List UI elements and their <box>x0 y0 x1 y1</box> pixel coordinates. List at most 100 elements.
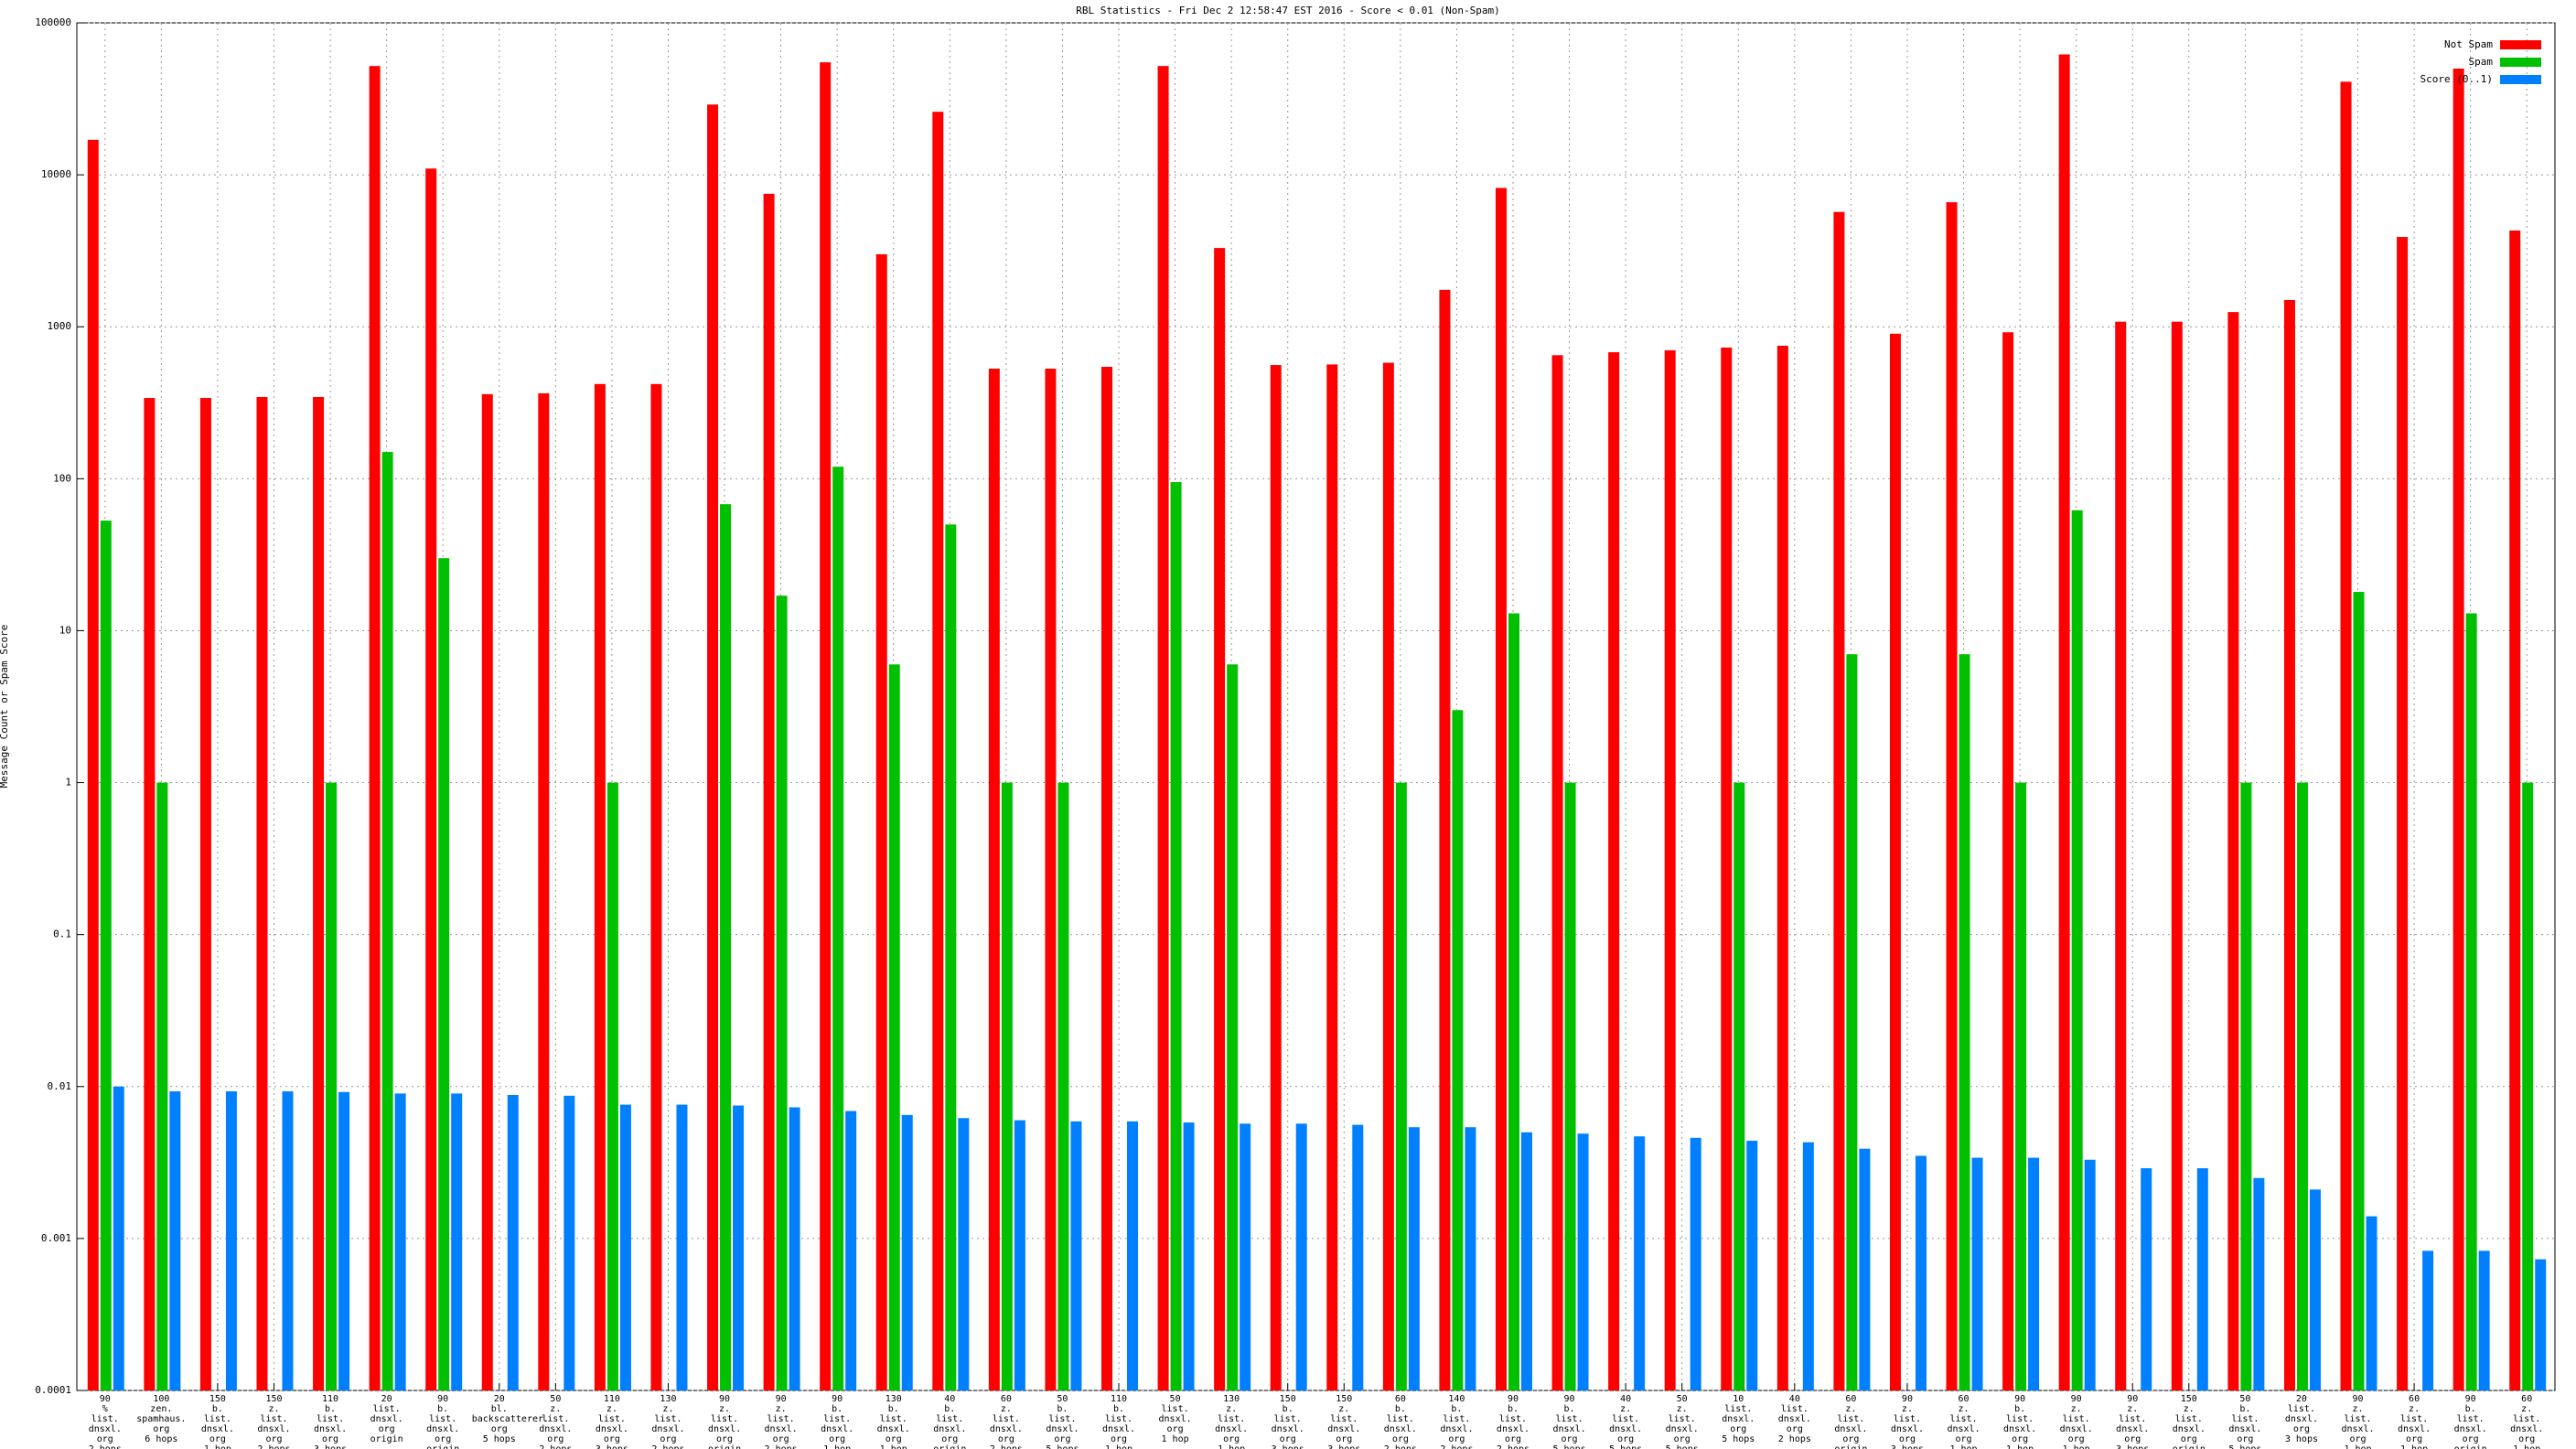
bar <box>776 596 788 1390</box>
bar <box>1214 248 1226 1390</box>
bar <box>369 66 381 1390</box>
x-tick-label: 60 z. list. dnsxl. org 1 hop <box>2510 1394 2544 1449</box>
bar <box>2509 230 2521 1390</box>
bar <box>1564 782 1576 1390</box>
bar <box>2296 782 2308 1390</box>
legend-label: Score (0..1) <box>2420 73 2493 85</box>
bar <box>1959 654 1970 1390</box>
bar <box>606 782 618 1390</box>
bar <box>1508 613 1519 1390</box>
bar <box>1664 349 1676 1391</box>
legend-label: Spam <box>2469 56 2494 68</box>
x-tick-label: 130 b. list. dnsxl. org 1 hop <box>876 1394 910 1449</box>
bar <box>2115 321 2127 1390</box>
bar <box>1101 367 1113 1390</box>
bar <box>256 396 268 1390</box>
x-tick-label: 130 z. list. dnsxl. org 2 hops <box>651 1394 685 1449</box>
bar <box>1057 782 1069 1390</box>
x-tick-label: 50 list. dnsxl. org 1 hop <box>1158 1394 1192 1444</box>
bar <box>875 253 887 1391</box>
bar <box>1577 1133 1589 1390</box>
y-tick-label: 0.1 <box>53 928 71 940</box>
x-tick-label: 90 b. list. dnsxl. org origin <box>2453 1394 2487 1449</box>
y-tick-label: 0.01 <box>48 1080 72 1092</box>
bar <box>832 467 844 1391</box>
x-tick-label: 40 z. list. dnsxl. org 5 hops <box>1609 1394 1643 1449</box>
bar <box>2522 782 2534 1390</box>
chart-title: RBL Statistics - Fri Dec 2 12:58:47 EST … <box>1076 5 1500 16</box>
x-tick-label: 110 b. list. dnsxl. org 1 hop <box>1101 1394 1136 1449</box>
y-tick-label: 0.001 <box>41 1232 71 1244</box>
bar <box>1746 1141 1758 1390</box>
bar <box>2240 782 2252 1390</box>
bar <box>1227 664 1239 1390</box>
bar <box>394 1093 406 1390</box>
bar <box>1520 1132 1532 1390</box>
y-tick-label: 0.0001 <box>35 1384 71 1396</box>
bar <box>1634 1136 1646 1390</box>
x-tick-label: 50 b. list. dnsxl. org 5 hops <box>1046 1394 1079 1449</box>
bar <box>1859 1148 1871 1390</box>
bar <box>1690 1137 1701 1390</box>
bar <box>2309 1189 2321 1390</box>
bar <box>507 1094 519 1390</box>
x-tick-label: 20 bl. backscatterer. org 5 hops <box>471 1394 550 1444</box>
bar <box>199 398 211 1390</box>
bar <box>594 383 606 1390</box>
bar <box>932 112 944 1390</box>
bar <box>1971 1157 1983 1390</box>
bar <box>451 1093 463 1390</box>
bar <box>2353 592 2365 1390</box>
bar <box>1833 211 1845 1391</box>
x-tick-label: 90 b. list. dnsxl. org 2 hops <box>1496 1394 1530 1449</box>
x-tick-label: 90 b. list. dnsxl. org origin <box>426 1394 460 1449</box>
x-tick-label: 150 b. list. dnsxl. org 3 hops <box>1271 1394 1304 1449</box>
bar <box>707 104 719 1391</box>
bar <box>1395 782 1407 1390</box>
bar <box>1452 710 1464 1390</box>
bar <box>1326 364 1338 1391</box>
bar <box>1439 289 1451 1391</box>
bar <box>2366 1216 2377 1390</box>
y-tick-label: 1 <box>65 777 71 789</box>
x-tick-label: 110 b. list. dnsxl. org 3 hops <box>313 1394 348 1449</box>
bar <box>313 396 325 1390</box>
legend-swatch <box>2500 58 2541 67</box>
bar <box>945 524 957 1390</box>
y-tick-label: 100 <box>53 472 71 484</box>
bar <box>733 1105 745 1390</box>
y-tick-label: 10 <box>59 624 71 636</box>
bar <box>1946 202 1958 1390</box>
bar <box>1733 782 1745 1390</box>
bar <box>1157 66 1169 1390</box>
bar <box>2340 81 2352 1390</box>
bar <box>789 1107 800 1390</box>
bar <box>1183 1122 1195 1390</box>
bar <box>1776 345 1788 1390</box>
bar <box>113 1086 124 1390</box>
x-tick-label: 130 z. list. dnsxl. org 1 hop <box>1215 1394 1249 1449</box>
bar <box>2535 1259 2547 1390</box>
bar <box>2253 1177 2265 1390</box>
x-tick-label: 90 b. list. dnsxl. org 1 hop <box>821 1394 854 1449</box>
bar <box>87 139 99 1391</box>
bar <box>1170 482 1182 1390</box>
bar <box>169 1091 181 1390</box>
bar <box>1408 1127 1420 1390</box>
bar <box>1295 1123 1307 1390</box>
bar <box>763 193 775 1390</box>
x-tick-label: 150 z. list. dnsxl. org 2 hops <box>257 1394 291 1449</box>
x-tick-label: 60 z. list. dnsxl. org 2 hops <box>989 1394 1023 1449</box>
bar <box>1608 352 1620 1391</box>
bar <box>988 369 1000 1390</box>
x-tick-label: 90 z. list. dnsxl. org 2 hops <box>764 1394 798 1449</box>
bar <box>564 1095 575 1390</box>
x-tick-label: 90 z. list. dnsxl. org 3 hops <box>1890 1394 1925 1449</box>
bar <box>2071 510 2083 1390</box>
bar <box>2196 1168 2208 1390</box>
bar <box>438 558 450 1390</box>
x-tick-label: 90 b. list. dnsxl. org 5 hops <box>1552 1394 1586 1449</box>
x-tick-label: 150 z. list. dnsxl. org origin <box>2172 1394 2206 1449</box>
